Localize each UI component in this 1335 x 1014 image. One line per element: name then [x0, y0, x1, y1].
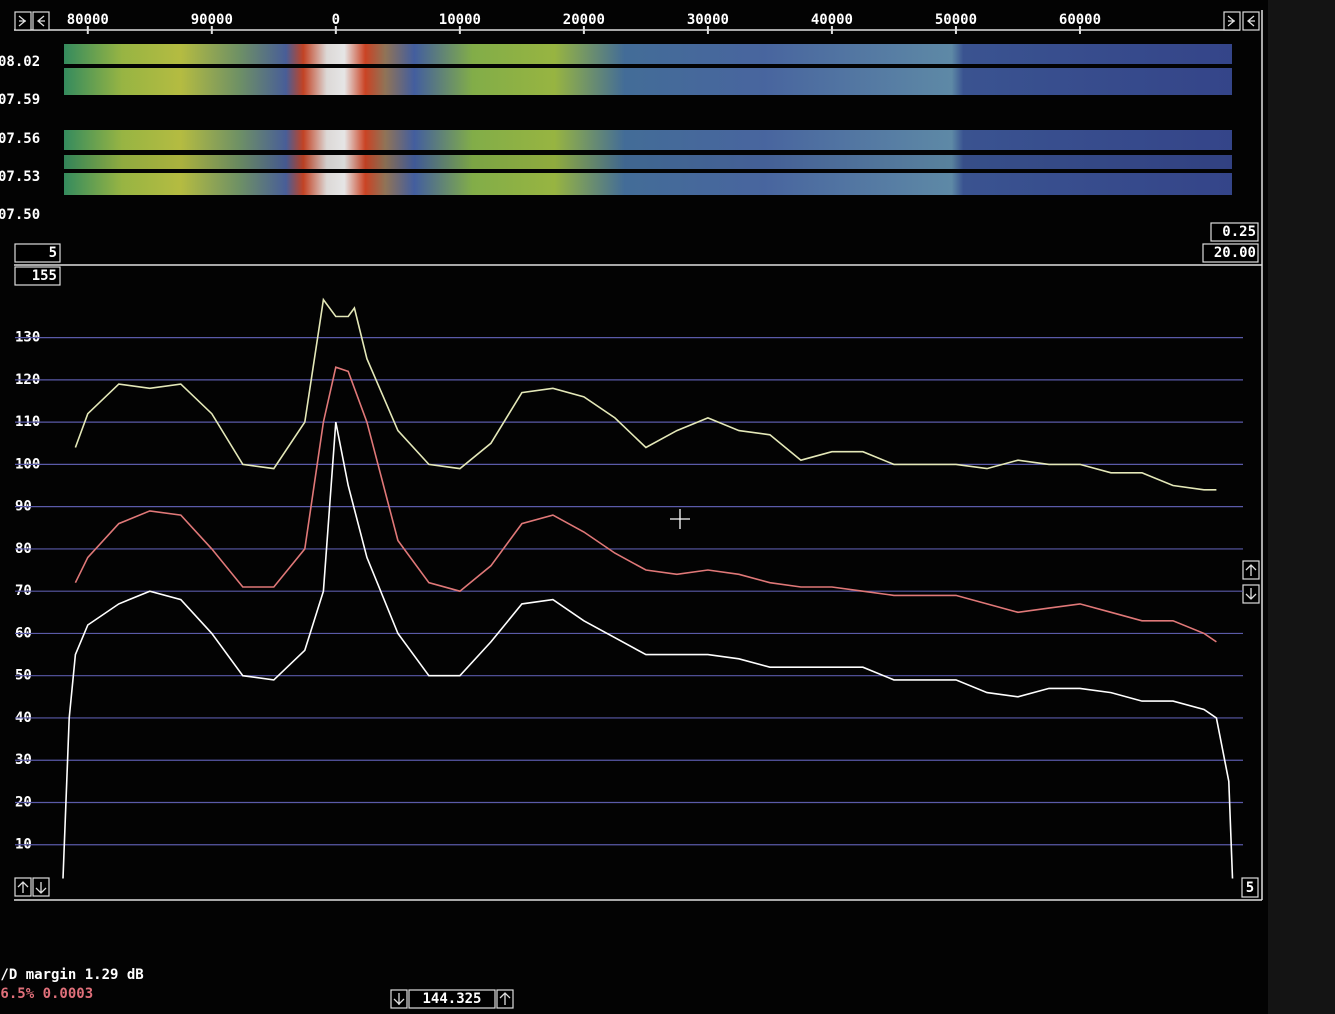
frequency[interactable]: 144.325: [422, 991, 481, 1007]
x-tick-label: 10000: [439, 12, 481, 28]
time-label: 07.56: [0, 131, 40, 147]
x-tick-label: 20000: [563, 12, 605, 28]
x-tick-label: 30000: [687, 12, 729, 28]
page: 08.02 07.59 07.56 07.53 07.50 5 155 0.25…: [0, 0, 1335, 1014]
status-line: I/D margin 1.29 dB: [0, 967, 144, 983]
box-label: 5: [49, 245, 57, 261]
x-tick-label: 0: [332, 12, 340, 28]
time-label: 07.50: [0, 207, 40, 223]
x-tick-label: 80000: [67, 12, 109, 28]
time-label: 07.59: [0, 92, 40, 108]
x-tick-label: 90000: [191, 12, 233, 28]
x-tick-label: 40000: [811, 12, 853, 28]
box-label[interactable]: 20.00: [1214, 245, 1256, 261]
status-line: 36.5% 0.0003: [0, 986, 93, 1002]
time-label: 07.53: [0, 169, 40, 185]
box-label[interactable]: 0.25: [1222, 224, 1256, 240]
box-label[interactable]: 5: [1246, 880, 1254, 896]
box-label: 155: [32, 268, 57, 284]
time-label: 08.02: [0, 54, 40, 70]
screen: 08.02 07.59 07.56 07.53 07.50 5 155 0.25…: [0, 0, 1335, 1014]
x-tick-label: 60000: [1059, 12, 1101, 28]
x-tick-label: 50000: [935, 12, 977, 28]
